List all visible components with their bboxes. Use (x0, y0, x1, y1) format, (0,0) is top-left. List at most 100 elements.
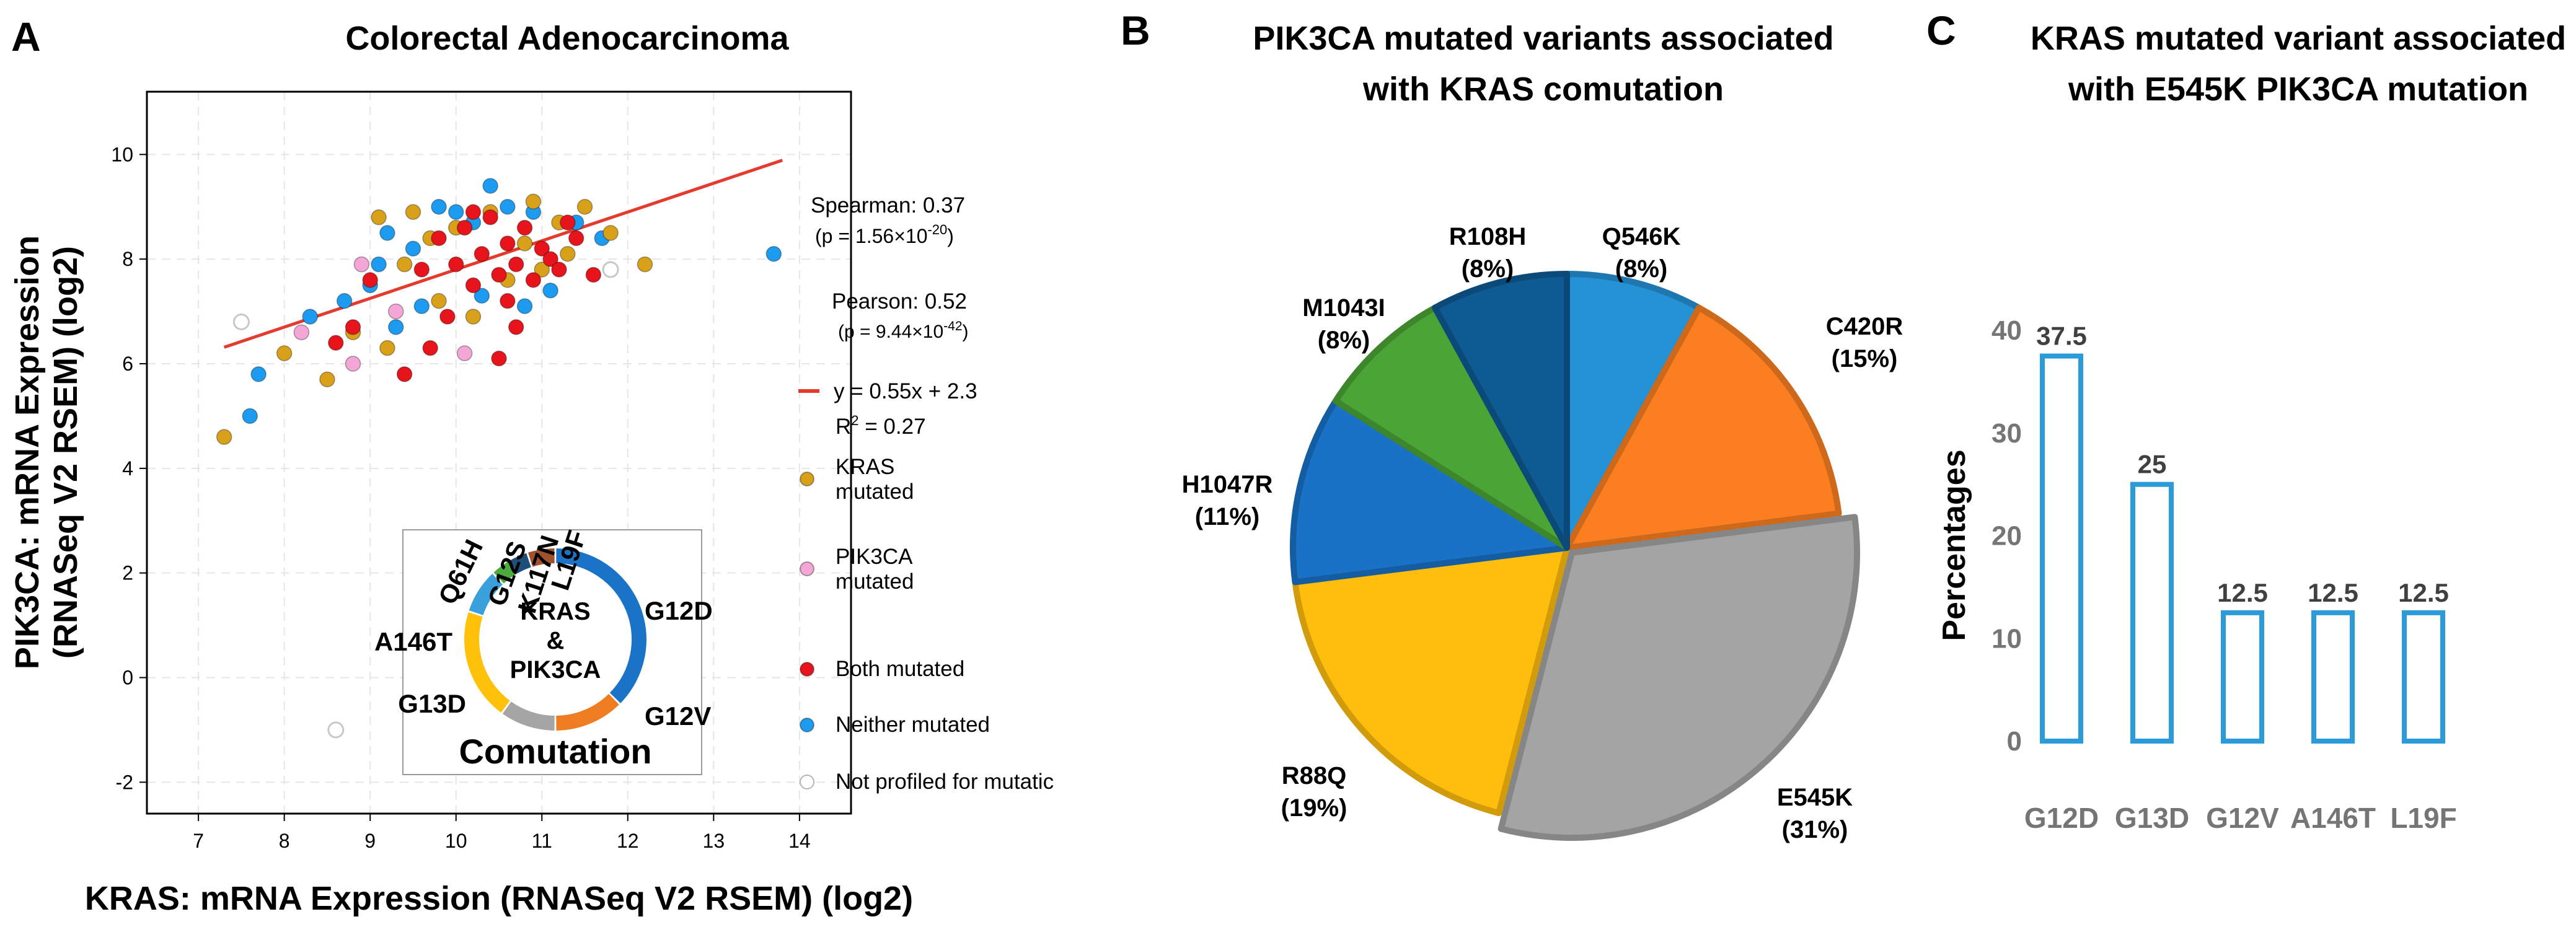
pie-slice-percent: (31%) (1782, 816, 1848, 843)
pie-slice-label: C420R (1826, 313, 1903, 340)
scatter-point (396, 366, 413, 382)
scatter-point (379, 225, 395, 241)
scatter-point (327, 721, 345, 739)
panel-c-title-line2: with E545K PIK3CA mutation (2068, 71, 2528, 108)
scatter-point (525, 272, 542, 288)
x-tick-label: 9 (364, 830, 376, 852)
bar-y-axis-label: Percentages (1936, 449, 1972, 641)
pie-slice (1564, 304, 1842, 551)
pie-slice-percent: (11%) (1195, 503, 1260, 530)
scatter-point (439, 309, 456, 325)
pie-slice (1498, 514, 1860, 841)
scatter-point (431, 230, 447, 247)
scatter-point (388, 319, 404, 335)
scatter-y-axis-label: PIK3CA: mRNA Expression (RNASeq V2 RSEM)… (9, 235, 84, 669)
x-tick-label: 11 (532, 830, 552, 852)
pearson-p: (p = 9.44×10-42) (838, 319, 969, 342)
bar-value-label: 12.5 (2217, 578, 2268, 607)
scatter-point (413, 298, 430, 314)
donut-segment-label: A146T (374, 627, 452, 656)
y-tick-label: -2 (116, 771, 133, 793)
pie-slice-percent: (8%) (1318, 327, 1370, 354)
scatter-point (474, 245, 490, 262)
bar-y-tick-label: 40 (1992, 315, 2022, 346)
pie-slice-label: H1047R (1182, 471, 1273, 498)
bar (2402, 610, 2445, 744)
pie-slice-label: M1043I (1302, 294, 1385, 322)
scatter-point (396, 256, 413, 273)
scatter-point (250, 366, 267, 382)
legend-label: Not profiled for mutatic (836, 770, 1054, 794)
donut-segment (502, 701, 555, 731)
x-tick-label: 13 (703, 830, 725, 852)
spearman-label: Spearman: 0.37 (811, 193, 965, 217)
scatter-point (508, 256, 524, 273)
pie-chart (1290, 271, 1860, 841)
scatter-point (568, 230, 584, 247)
pie-slice (1290, 398, 1570, 586)
donut-caption: Comutation (459, 732, 651, 771)
scatter-point (500, 292, 516, 309)
bar (2311, 610, 2355, 744)
scatter-point (431, 198, 447, 215)
scatter-point (448, 204, 464, 220)
scatter-axis-ticks: 7 8 9 10 11 12 13 14 -2 0 2 4 6 8 10 (111, 143, 810, 852)
panel-c: C KRAS mutated variant associated with E… (1926, 7, 2566, 834)
scatter-point (500, 235, 516, 252)
pie-slice-label: R88Q (1282, 762, 1347, 789)
scatter-point (328, 335, 344, 351)
legend-label-line2: mutated (836, 569, 914, 594)
scatter-point (362, 272, 378, 288)
legend-swatch (800, 472, 814, 486)
donut-center-line3: PIK3CA (510, 656, 601, 683)
pie-slice-percent: (19%) (1281, 794, 1348, 822)
y-tick-label: 6 (122, 353, 133, 375)
scatter-point (516, 235, 533, 252)
scatter-point (345, 356, 361, 372)
scatter-point (319, 371, 335, 388)
bar-value-label: 12.5 (2308, 578, 2358, 607)
donut-segment (528, 548, 555, 567)
scatter-point (542, 251, 558, 267)
legend-swatch (800, 718, 814, 732)
bar-value-label: 37.5 (2036, 322, 2087, 351)
bar-chart: 0 10 20 30 40 Percentages 37.5 G12D 25 G13D 12.5 G1… (1936, 315, 2457, 834)
scatter-point (293, 324, 310, 341)
scatter-point (516, 298, 533, 314)
y-tick-label: 2 (122, 562, 133, 584)
legend-label: Both mutated (836, 657, 964, 681)
scatter-point (371, 209, 387, 226)
donut-segment-label: G13D (398, 689, 466, 718)
panel-a: A Colorectal Adenocarcinoma 7 8 9 10 11 12 13 1… (9, 14, 1054, 917)
scatter-point (602, 225, 619, 241)
scatter-point (379, 340, 395, 356)
pie-slice-label: E545K (1777, 784, 1853, 811)
scatter-point (371, 256, 387, 273)
scatter-point (388, 303, 404, 320)
scatter-y-axis-label-line2: (RNASeq V2 RSEM) (log2) (47, 246, 84, 659)
scatter-point (336, 292, 353, 309)
scatter-point (456, 345, 473, 361)
pie-slice-percent: (15%) (1832, 345, 1898, 372)
donut-segment (469, 573, 503, 616)
donut-center-line2: & (547, 627, 565, 654)
legend-swatch (800, 561, 814, 576)
panel-b-title-line1: PIK3CA mutated variants associated (1253, 20, 1833, 57)
scatter-point (413, 261, 430, 278)
scatter-point (534, 261, 550, 278)
donut-segment (555, 693, 619, 731)
legend-swatch (800, 775, 814, 789)
bar (2221, 610, 2264, 744)
scatter-point (637, 256, 653, 273)
comutation-inset-box (402, 529, 702, 775)
donut-segment (509, 553, 532, 574)
pie-slice-label: Q546K (1602, 223, 1681, 250)
scatter-point (405, 240, 421, 257)
pearson-label: Pearson: 0.52 (832, 289, 967, 314)
y-tick-label: 8 (122, 248, 133, 270)
bar-y-tick-label: 10 (1992, 623, 2022, 654)
legend-label-line2: mutated (836, 480, 914, 504)
bar-y-tick-label: 30 (1992, 418, 2022, 449)
